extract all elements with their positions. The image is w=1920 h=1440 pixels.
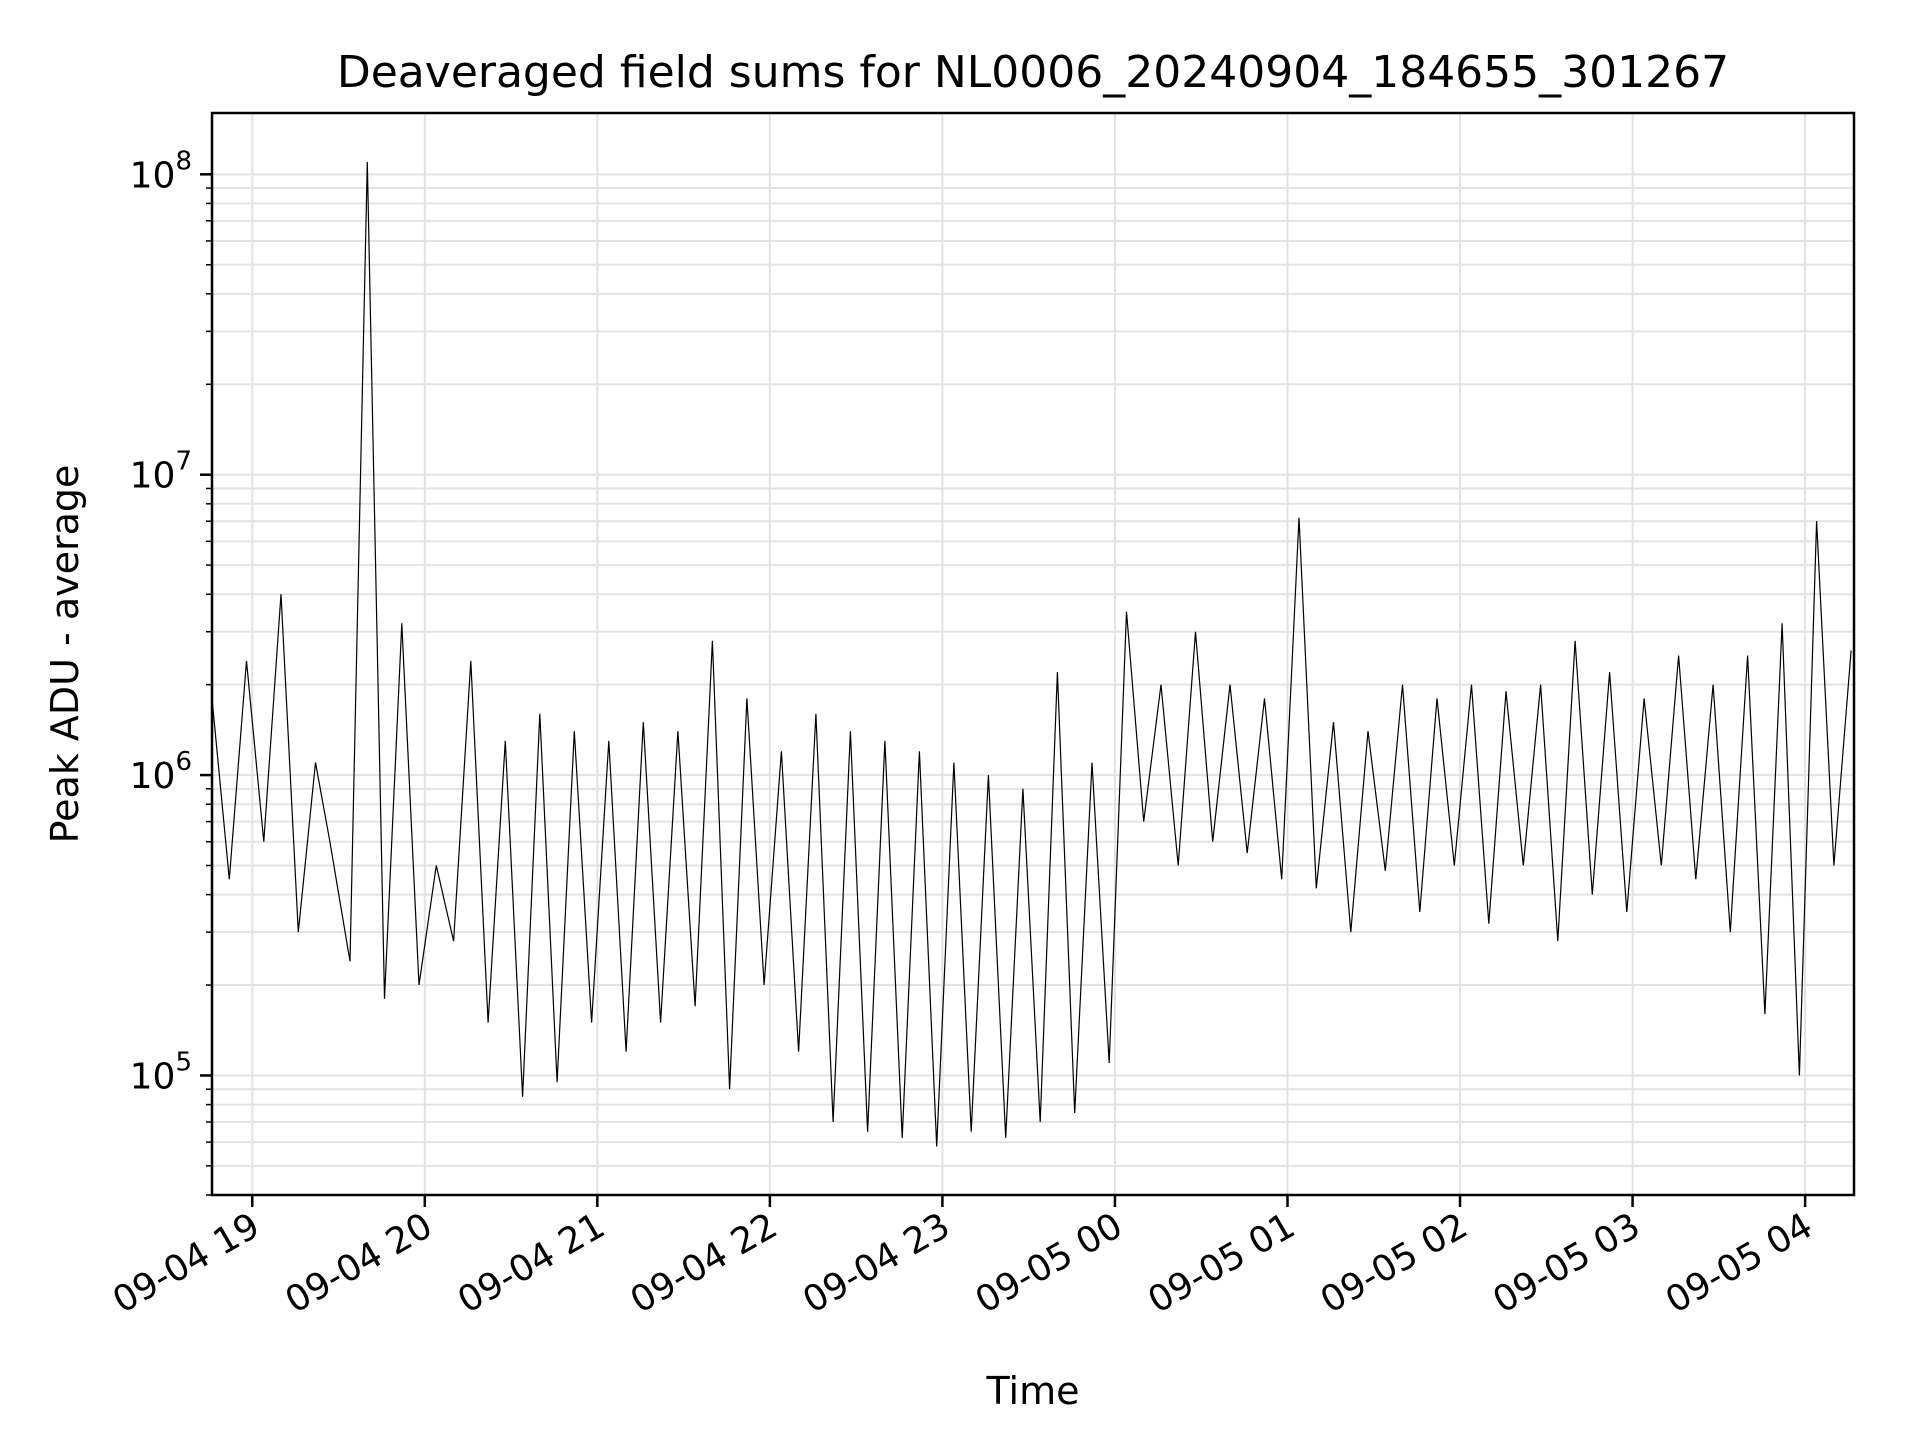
y-tick-label: 106: [130, 747, 192, 797]
series-line: [211, 161, 1852, 1147]
plot-frame: [210, 111, 1856, 1197]
y-axis-label: Peak ADU - average: [43, 465, 87, 844]
chart-title: Deaveraged field sums for NL0006_2024090…: [337, 47, 1729, 98]
y-tick-label: 105: [130, 1047, 192, 1097]
x-tick-label: 09-04 21: [451, 1205, 612, 1321]
gridlines: [212, 113, 1854, 1196]
y-tick-label: 108: [130, 146, 192, 196]
x-axis-label: Time: [986, 1369, 1080, 1413]
x-tick-label: 09-05 01: [1141, 1205, 1302, 1321]
x-tick-label: 09-04 20: [279, 1205, 440, 1321]
x-tick-label: 09-04 23: [796, 1205, 957, 1321]
x-tick-label: 09-05 03: [1486, 1205, 1647, 1321]
x-tick-label: 09-04 19: [106, 1205, 267, 1321]
y-tick-label: 107: [130, 447, 192, 497]
x-tick-label: 09-05 00: [969, 1205, 1130, 1321]
x-tick-label: 09-04 22: [624, 1205, 785, 1321]
x-tick-label: 09-05 02: [1314, 1205, 1475, 1321]
series-layer: [211, 161, 1852, 1147]
x-tick-label: 09-05 04: [1659, 1205, 1820, 1321]
